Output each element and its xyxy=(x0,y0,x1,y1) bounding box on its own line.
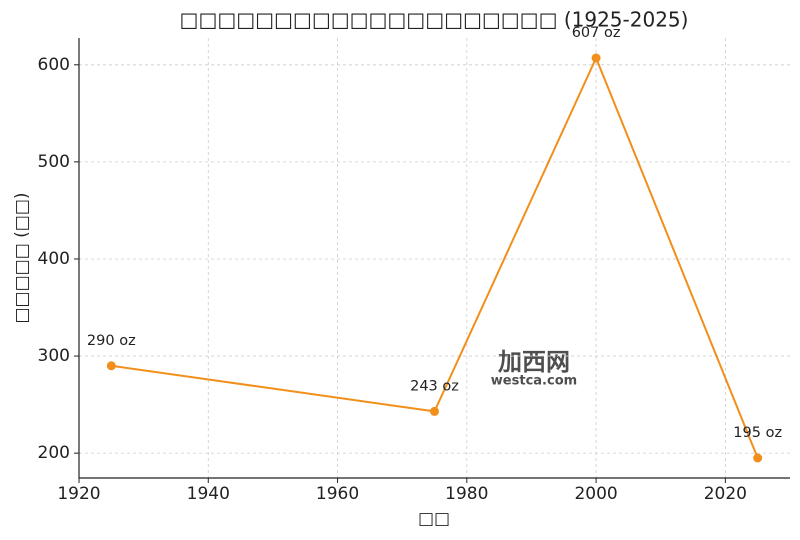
y-tick-label: 500 xyxy=(38,152,70,172)
data-label: 290 oz xyxy=(87,333,136,349)
watermark-sub: westca.com xyxy=(491,374,577,389)
point xyxy=(753,453,763,463)
data-label: 607 oz xyxy=(572,25,621,41)
x-tick-label: 1940 xyxy=(187,484,230,504)
line xyxy=(111,55,759,459)
y-tick-label: 400 xyxy=(38,249,70,269)
y-axis-label: □□□□□ (□□) xyxy=(12,192,32,323)
y-tick-label: 600 xyxy=(38,55,70,75)
data-label: 195 oz xyxy=(733,425,782,441)
y-tick-label: 200 xyxy=(38,443,70,463)
chart-title: □□□□□□□□□□□□□□□□□□□□ (1925-2025) xyxy=(180,8,689,32)
y-tick-label: 300 xyxy=(38,346,70,366)
point xyxy=(591,53,601,63)
x-tick-label: 2020 xyxy=(704,484,747,504)
point xyxy=(106,361,116,371)
x-tick-label: 1980 xyxy=(445,484,488,504)
point xyxy=(430,406,439,416)
watermark: 加西网 xyxy=(498,348,570,376)
x-tick-label: 2000 xyxy=(574,484,617,504)
x-tick-label: 1920 xyxy=(57,484,100,504)
x-axis-label: □□ xyxy=(418,509,450,529)
x-tick-label: 1960 xyxy=(316,484,359,504)
data-label: 243 oz xyxy=(410,378,459,394)
